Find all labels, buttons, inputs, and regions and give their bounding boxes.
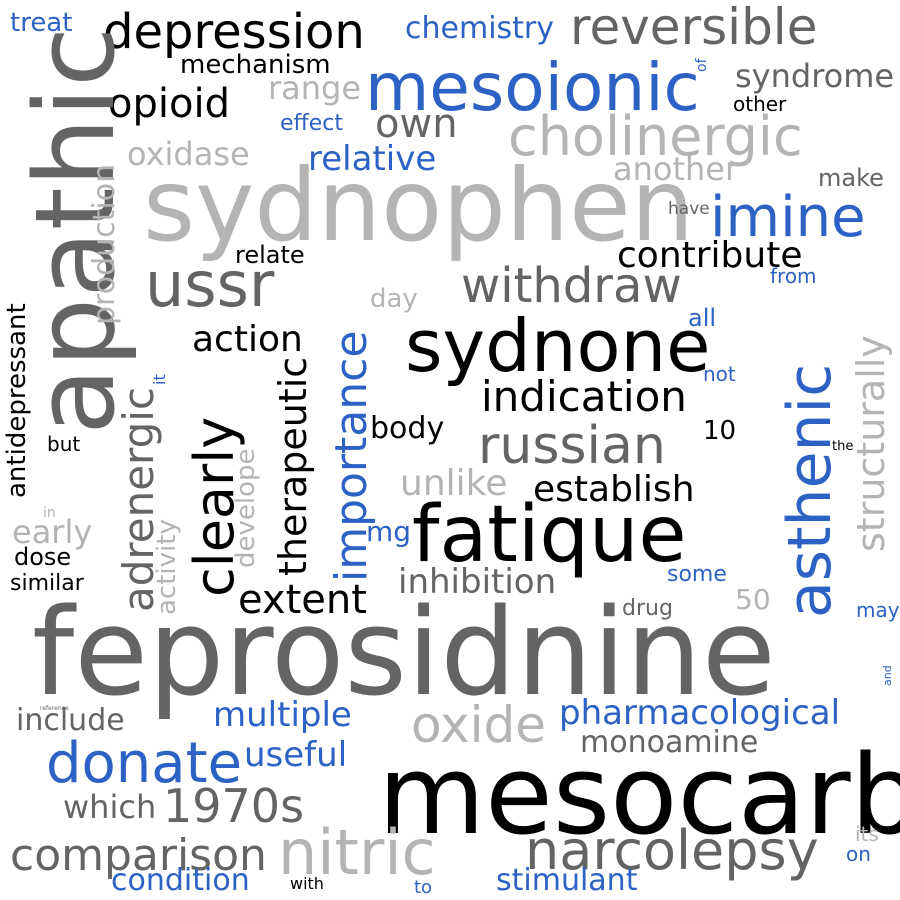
word-withdraw: withdraw: [461, 258, 682, 314]
word-asthenic: asthenic: [775, 363, 845, 618]
word-1970s: 1970s: [163, 779, 305, 833]
word-oxidase: oxidase: [127, 135, 250, 173]
word-relative: relative: [308, 139, 437, 179]
word-extent: extent: [238, 577, 367, 623]
word-monoamine: monoamine: [580, 725, 759, 760]
word-body: body: [370, 411, 445, 446]
word-unlike: unlike: [400, 463, 508, 504]
word-not: not: [703, 362, 736, 386]
word-contribute: contribute: [617, 235, 803, 276]
word-chemistry: chemistry: [405, 11, 555, 46]
word-10: 10: [703, 416, 737, 446]
word-action: action: [192, 319, 303, 360]
word-another: another: [613, 150, 739, 188]
word-50: 50: [735, 583, 771, 616]
word-relate: relate: [235, 241, 305, 269]
word-reversible: reversible: [570, 0, 818, 56]
word-effect: effect: [280, 111, 343, 136]
word-the: the: [832, 439, 854, 454]
word-early: early: [12, 513, 93, 551]
word-mesoionic: mesoionic: [365, 49, 700, 126]
word-production: production: [87, 163, 122, 325]
word-but: but: [47, 432, 81, 456]
word-cholinergic: cholinergic: [508, 105, 803, 168]
word-some: some: [667, 562, 727, 587]
word-of: of: [694, 58, 710, 73]
word-which: which: [63, 788, 157, 826]
word-antidepressant: antidepressant: [2, 303, 32, 498]
word-feprosidnine: feprosidnine: [32, 584, 776, 723]
word-inhibition: inhibition: [398, 562, 557, 602]
word-opioid: opioid: [108, 81, 230, 127]
word-useful: useful: [244, 735, 348, 775]
word-it: it: [150, 374, 169, 385]
word-mechanism: mechanism: [180, 50, 331, 80]
word-donate: donate: [46, 731, 243, 796]
word-multiple: multiple: [213, 695, 352, 735]
word-nitric: nitric: [278, 816, 436, 889]
word-sydnophen: sydnophen: [143, 147, 695, 264]
word-all: all: [688, 304, 717, 332]
word-similar: similar: [10, 571, 84, 596]
word-treat: treat: [10, 8, 73, 38]
word-fatique: fatique: [412, 490, 687, 580]
word-activity: activity: [152, 519, 182, 615]
word-structurally: structurally: [849, 335, 893, 552]
word-mesocarb: mesocarb: [378, 731, 900, 859]
word-narcolepsy: narcolepsy: [525, 819, 819, 882]
word-may: may: [856, 598, 900, 622]
word-make: make: [818, 164, 884, 192]
word-comparison: comparison: [10, 830, 267, 881]
word-its: its: [855, 822, 879, 846]
word-sydnone: sydnone: [405, 304, 711, 388]
word-condition: condition: [111, 863, 250, 898]
word-include: include: [16, 703, 125, 738]
word-from: from: [770, 264, 817, 288]
word-dose: dose: [14, 543, 72, 571]
word-other: other: [733, 92, 787, 116]
word-imine: imine: [710, 185, 866, 250]
word-range: range: [268, 69, 362, 107]
word-reference: reference: [40, 705, 69, 712]
word-indication: indication: [481, 372, 687, 421]
word-russian: russian: [478, 416, 666, 476]
word-mg: mg: [366, 515, 412, 548]
word-pharmacological: pharmacological: [559, 693, 841, 733]
word-ussr: ussr: [145, 248, 275, 321]
word-to: to: [414, 877, 433, 898]
word-depression: depression: [103, 4, 365, 60]
word-day: day: [370, 284, 418, 314]
word-syndrome: syndrome: [735, 57, 895, 95]
word-therapeutic: therapeutic: [271, 356, 315, 576]
word-drug: drug: [622, 596, 673, 621]
word-in: in: [43, 505, 56, 521]
word-on: on: [846, 842, 871, 866]
word-oxide: oxide: [411, 696, 547, 754]
word-own: own: [375, 101, 458, 147]
word-establish: establish: [533, 469, 695, 510]
word-with: with: [290, 874, 324, 893]
word-importance: importance: [326, 330, 377, 582]
word-develope: develope: [231, 448, 261, 568]
word-stimulant: stimulant: [496, 863, 638, 898]
word-and: and: [881, 665, 894, 686]
word-have: have: [668, 199, 710, 219]
